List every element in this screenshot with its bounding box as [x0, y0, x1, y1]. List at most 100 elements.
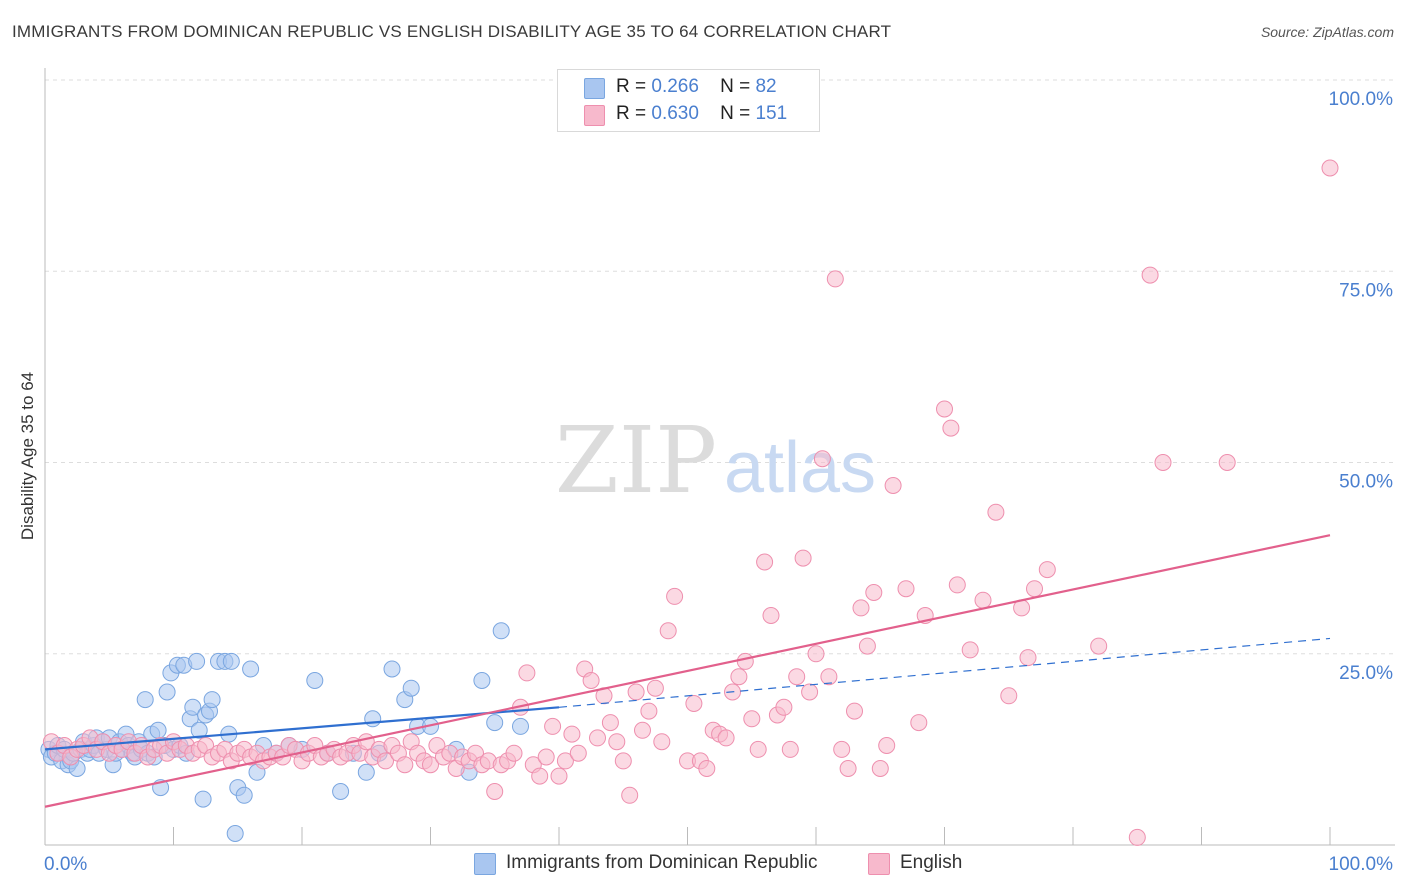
point-english — [762, 607, 780, 624]
source-label: Source: ZipAtlas.com — [1260, 24, 1394, 40]
point-dominican — [364, 710, 382, 728]
legend-swatch-blue — [584, 78, 605, 99]
point-english — [396, 756, 414, 774]
y-tick-label: 75.0% — [1339, 280, 1393, 301]
point-english — [948, 576, 966, 594]
trend-line-english — [44, 534, 1331, 808]
point-dominican — [136, 691, 154, 709]
point-english — [1038, 561, 1056, 579]
trend-line-dominican-extension — [558, 637, 1331, 708]
point-english — [756, 553, 774, 571]
point-english — [781, 740, 799, 758]
point-dominican — [402, 679, 420, 697]
y-axis-label: Disability Age 35 to 64 — [18, 372, 37, 540]
legend-label: English — [900, 852, 963, 873]
point-english — [1090, 637, 1108, 655]
point-dominican — [486, 714, 504, 732]
y-tick-label: 100.0% — [1329, 89, 1394, 110]
point-english — [569, 744, 587, 762]
point-english — [646, 679, 664, 697]
point-english — [537, 748, 555, 766]
legend-text: R = 0.266 N = 82 — [616, 76, 777, 98]
point-english — [858, 637, 876, 655]
point-english — [698, 760, 716, 777]
point-english — [640, 702, 658, 720]
point-english — [486, 783, 504, 800]
point-english — [634, 721, 651, 739]
point-dominican — [235, 786, 253, 804]
point-english — [801, 683, 819, 701]
point-english — [987, 503, 1005, 521]
point-english — [743, 710, 761, 728]
legend-swatch-pink — [584, 105, 605, 126]
point-english — [942, 419, 960, 437]
point-english — [556, 752, 574, 770]
point-english — [377, 752, 394, 770]
point-dominican — [194, 790, 212, 808]
point-english — [505, 744, 523, 762]
point-dominican — [190, 721, 208, 739]
point-english — [736, 652, 754, 670]
point-dominican — [512, 717, 529, 735]
n-value: 151 — [755, 103, 788, 124]
point-english — [627, 683, 645, 701]
legend-text: R = 0.630 N = 151 — [616, 103, 787, 125]
stats-legend: R = 0.266 N = 82 R = 0.630 N = 151 — [557, 69, 820, 132]
point-english — [884, 477, 902, 494]
point-english — [1141, 266, 1159, 284]
point-english — [820, 668, 838, 686]
point-english — [788, 668, 806, 686]
point-dominican — [306, 672, 324, 689]
trend-line-dominican — [44, 706, 560, 751]
point-english — [608, 733, 626, 751]
point-english — [531, 767, 549, 785]
point-english — [544, 717, 562, 735]
r-value: 0.630 — [651, 103, 699, 124]
point-english — [601, 714, 619, 732]
point-english — [422, 756, 439, 774]
point-english — [1218, 454, 1236, 471]
point-dominican — [158, 683, 176, 701]
point-english — [936, 400, 953, 418]
y-tick-label: 25.0% — [1339, 663, 1393, 684]
point-english — [852, 599, 870, 617]
x-tick-label: 0.0% — [44, 854, 87, 875]
point-english — [833, 740, 851, 758]
point-english — [878, 737, 896, 754]
point-english — [846, 702, 863, 720]
point-english — [749, 740, 767, 758]
point-english — [685, 695, 703, 712]
n-label: N = — [720, 103, 751, 124]
n-label: N = — [720, 76, 751, 97]
point-dominican — [222, 652, 240, 670]
point-english — [614, 752, 632, 770]
point-english — [589, 729, 606, 747]
point-english — [1019, 649, 1037, 667]
chart-title: IMMIGRANTS FROM DOMINICAN REPUBLIC VS EN… — [12, 22, 892, 41]
point-english — [807, 645, 825, 663]
watermark-atlas: atlas — [724, 428, 876, 508]
trend-lines — [44, 534, 1331, 808]
point-english — [1128, 828, 1146, 846]
point-english — [582, 672, 600, 689]
axes — [44, 68, 1395, 846]
legend-label: Immigrants from Dominican Republic — [506, 852, 818, 873]
point-dominican — [226, 825, 244, 842]
point-english — [1026, 580, 1043, 598]
point-english — [717, 729, 735, 747]
legend-swatch-pink — [868, 853, 890, 875]
point-english — [550, 767, 568, 785]
point-english — [563, 725, 581, 743]
point-english — [839, 760, 857, 777]
gridlines — [45, 79, 1395, 655]
n-value: 82 — [755, 76, 777, 97]
point-english — [666, 587, 684, 605]
x-tick-label: 100.0% — [1329, 854, 1394, 875]
point-english — [621, 786, 639, 804]
point-english — [865, 584, 883, 601]
y-tick-label: 50.0% — [1339, 472, 1393, 493]
r-label: R = — [616, 103, 647, 124]
point-english — [813, 450, 831, 468]
point-dominican — [188, 652, 206, 670]
point-english — [518, 664, 536, 682]
